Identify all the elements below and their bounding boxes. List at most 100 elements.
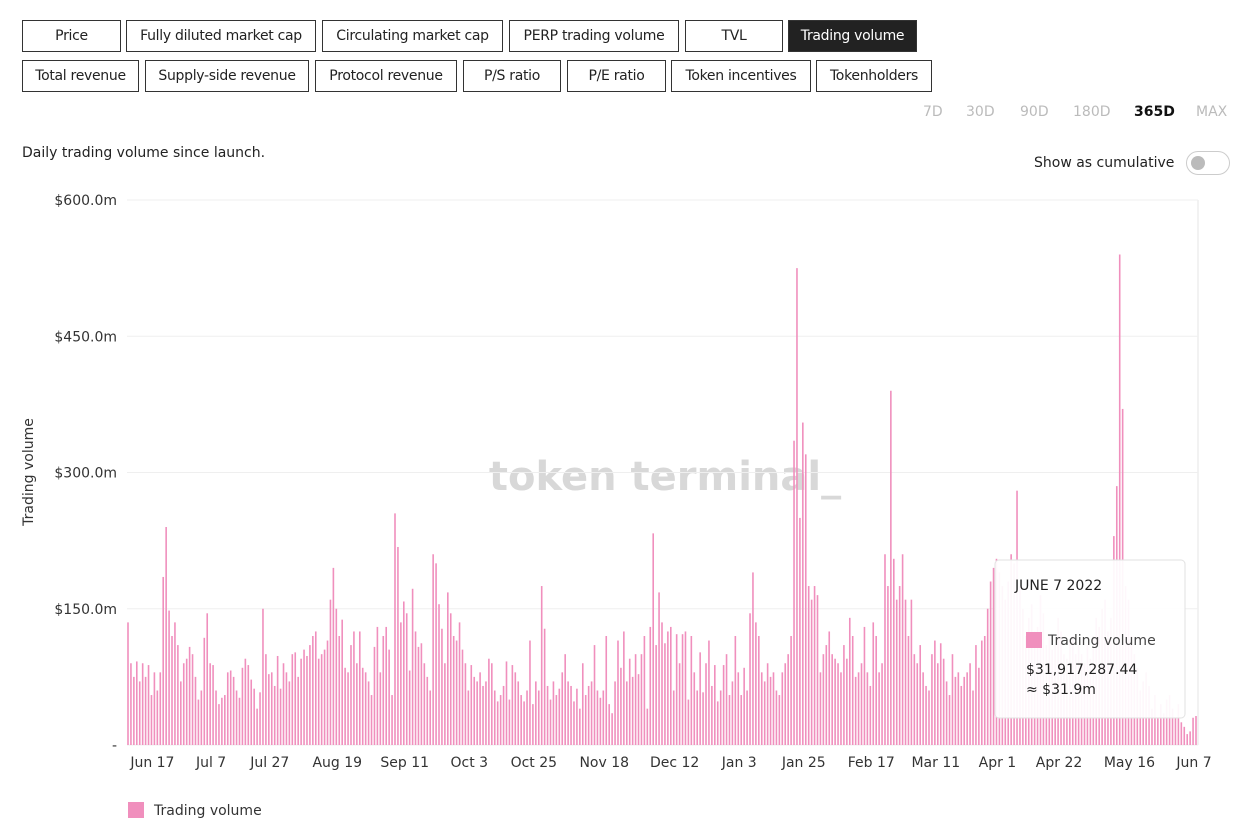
tab[interactable]: Protocol revenue [315,60,457,92]
bar [373,646,376,745]
bar [749,613,751,745]
period-button[interactable]: 90D [1020,104,1049,120]
bar [848,617,851,745]
bar [916,663,919,745]
bar [1086,645,1089,745]
bar [221,697,223,745]
bar [581,663,584,745]
bar [224,695,226,745]
bar [452,636,455,745]
bar [382,636,385,745]
period-button[interactable]: 180D [1073,104,1111,120]
bar [966,672,968,745]
bar [461,649,464,745]
bar [180,681,182,745]
bar [540,586,543,745]
bar [555,695,558,745]
bar [479,672,481,745]
bar [784,663,787,745]
bar [464,663,467,745]
bar [1060,631,1062,745]
bar [511,665,514,745]
x-tick-label: Sep 11 [380,755,429,771]
bar [587,685,590,745]
bar [526,690,528,745]
bar [358,631,361,745]
tooltip: JUNE 7 2022 Trading volume $31,917,287.4… [994,559,1186,719]
bar [1022,608,1024,745]
tooltip-value: $31,917,287.44 [1026,662,1137,678]
tab[interactable]: TVL [685,20,783,52]
bar [719,690,722,745]
bar [444,663,446,745]
bar [986,608,989,745]
bar [1069,640,1071,745]
bar [177,645,179,745]
bar [860,663,863,745]
tab[interactable]: Tokenholders [816,60,932,92]
tab[interactable]: Token incentives [671,60,811,92]
bar [218,704,220,745]
tooltip-series: Trading volume [1047,633,1156,649]
bar [306,655,308,745]
bar [983,636,986,745]
bar [995,558,998,745]
bar [1080,654,1083,745]
bar [828,631,831,745]
bar [731,681,734,745]
bar [270,672,273,745]
bar [312,636,314,745]
tab[interactable]: Fully diluted market cap [126,20,316,52]
bar [919,645,921,745]
bar [878,672,880,745]
bar [174,622,176,745]
bar [276,655,279,745]
bar [508,699,511,745]
tab[interactable]: Total revenue [22,60,139,92]
bar [294,652,297,745]
bar [200,690,203,745]
bar [367,681,370,745]
tab[interactable]: Price [22,20,121,52]
period-button-active[interactable]: 365D [1134,104,1175,120]
tab-active[interactable]: Trading volume [788,20,917,52]
tab[interactable]: P/E ratio [567,60,666,92]
tab[interactable]: Circulating market cap [322,20,503,52]
bar [763,681,766,745]
tab[interactable]: PERP trading volume [509,20,679,52]
bar [1019,586,1021,745]
bar [1130,636,1133,745]
bar [978,667,980,745]
bar [356,663,358,745]
bar [637,674,640,745]
period-button[interactable]: 30D [966,104,995,120]
bar [1030,604,1033,745]
bar [265,654,267,745]
bar [414,631,417,745]
bar [925,685,927,745]
bar [253,688,255,745]
tab[interactable]: P/S ratio [463,60,561,92]
toggle[interactable] [1186,151,1230,175]
bar [411,588,414,745]
bar [499,695,502,745]
bar [1171,708,1174,745]
bar [182,663,185,745]
bar [191,654,194,745]
bar [573,701,575,745]
bar [341,619,343,745]
tab[interactable]: Supply-side revenue [145,60,309,92]
bar [570,685,572,745]
bar [329,599,332,745]
bar [1074,654,1077,745]
bar [584,695,587,745]
bar [1098,626,1100,745]
bar [1013,563,1015,745]
bar [141,663,144,745]
x-tick-label: Jan 3 [721,755,757,771]
x-tick-label: Jul 7 [195,755,226,771]
period-button[interactable]: 7D [923,104,943,120]
period-button[interactable]: MAX [1196,104,1228,120]
bar [760,672,763,745]
bar [256,708,258,745]
